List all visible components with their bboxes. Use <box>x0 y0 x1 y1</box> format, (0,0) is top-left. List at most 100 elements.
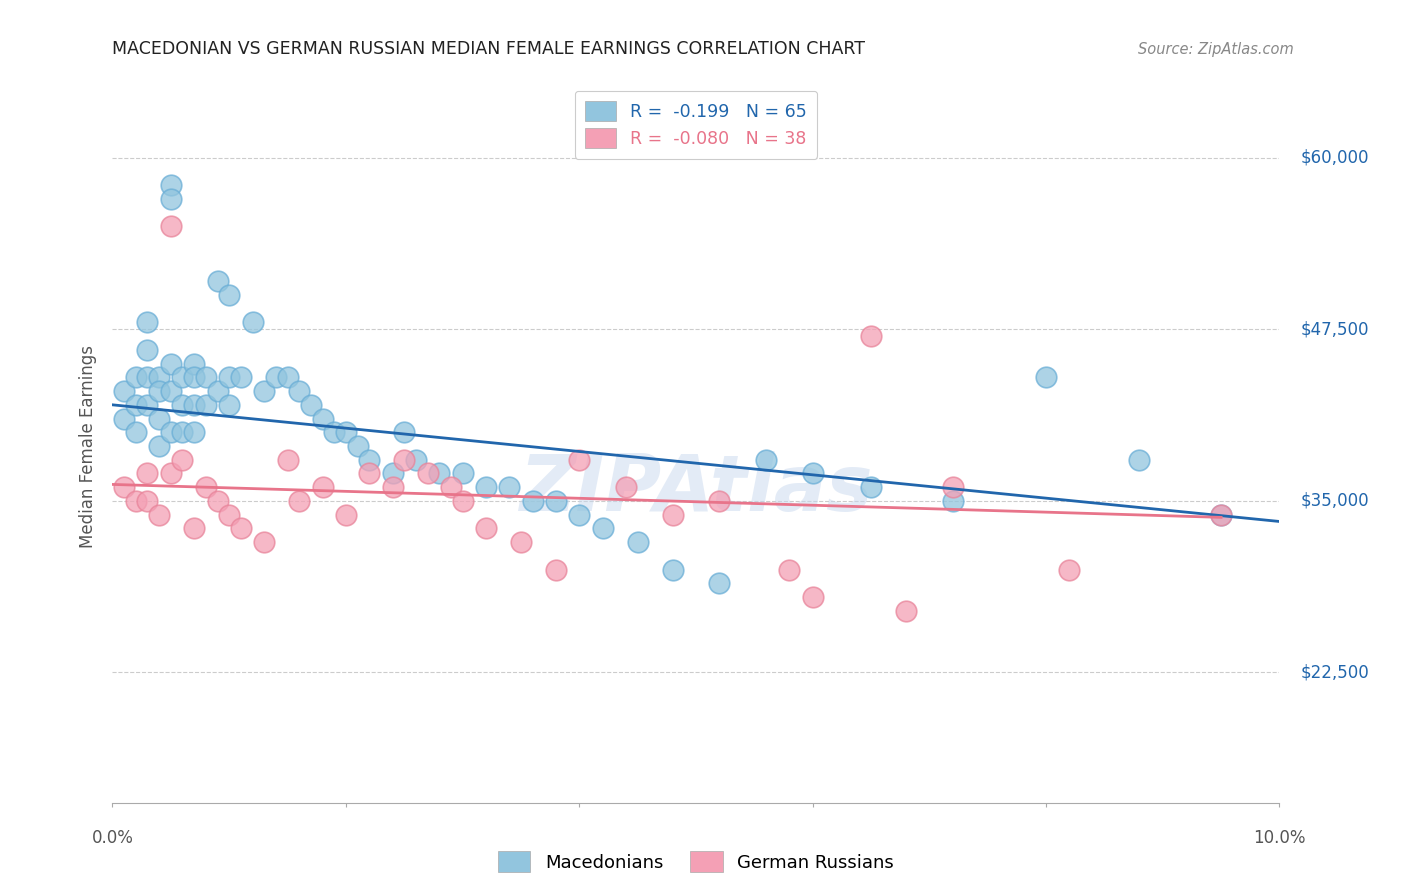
Point <box>859 329 883 343</box>
Point <box>136 398 159 412</box>
Point <box>148 411 170 425</box>
Point <box>509 535 531 549</box>
Point <box>160 357 183 371</box>
Point <box>183 398 205 412</box>
Point <box>475 521 498 535</box>
Text: $35,000: $35,000 <box>1301 491 1369 510</box>
Point <box>172 370 194 384</box>
Point <box>207 384 229 398</box>
Point <box>194 398 217 412</box>
Point <box>942 494 965 508</box>
Point <box>218 398 240 412</box>
Point <box>218 288 240 302</box>
Text: $47,500: $47,500 <box>1301 320 1369 338</box>
Point <box>207 494 229 508</box>
Point <box>172 425 194 440</box>
Point <box>183 357 205 371</box>
Point <box>148 370 170 384</box>
Point <box>1059 562 1081 576</box>
Text: $60,000: $60,000 <box>1301 149 1369 167</box>
Point <box>392 425 416 440</box>
Point <box>160 192 183 206</box>
Point <box>160 384 183 398</box>
Point <box>148 508 170 522</box>
Point <box>894 604 917 618</box>
Point <box>427 467 450 481</box>
Point <box>183 425 205 440</box>
Point <box>755 452 778 467</box>
Point <box>451 467 474 481</box>
Point <box>498 480 520 494</box>
Point <box>1128 452 1150 467</box>
Point <box>801 467 824 481</box>
Point <box>299 398 322 412</box>
Text: 0.0%: 0.0% <box>91 829 134 847</box>
Point <box>778 562 800 576</box>
Y-axis label: Median Female Earnings: Median Female Earnings <box>79 344 97 548</box>
Point <box>359 452 381 467</box>
Point <box>160 219 183 234</box>
Point <box>440 480 463 494</box>
Point <box>544 562 567 576</box>
Point <box>136 494 159 508</box>
Text: 10.0%: 10.0% <box>1253 829 1306 847</box>
Point <box>160 178 183 193</box>
Point <box>323 425 346 440</box>
Point <box>311 480 333 494</box>
Point <box>942 480 965 494</box>
Point <box>183 370 205 384</box>
Point <box>475 480 498 494</box>
Point <box>626 535 648 549</box>
Point <box>568 452 591 467</box>
Text: MACEDONIAN VS GERMAN RUSSIAN MEDIAN FEMALE EARNINGS CORRELATION CHART: MACEDONIAN VS GERMAN RUSSIAN MEDIAN FEMA… <box>112 39 866 57</box>
Point <box>661 508 683 522</box>
Point <box>335 508 357 522</box>
Text: Source: ZipAtlas.com: Source: ZipAtlas.com <box>1137 42 1294 56</box>
Point <box>276 370 298 384</box>
Point <box>218 370 240 384</box>
Point <box>614 480 637 494</box>
Point <box>359 467 381 481</box>
Point <box>544 494 567 508</box>
Point <box>207 274 229 288</box>
Point <box>194 480 217 494</box>
Point <box>405 452 427 467</box>
Point <box>136 370 159 384</box>
Point <box>1035 370 1057 384</box>
Point <box>148 439 170 453</box>
Point <box>346 439 368 453</box>
Point <box>125 370 148 384</box>
Point <box>218 508 240 522</box>
Point <box>1209 508 1232 522</box>
Point <box>194 370 217 384</box>
Point <box>242 316 264 330</box>
Point <box>381 467 404 481</box>
Point <box>801 590 824 604</box>
Point <box>1209 508 1232 522</box>
Point <box>229 521 252 535</box>
Point <box>112 411 135 425</box>
Point <box>288 494 311 508</box>
Point <box>288 384 311 398</box>
Point <box>125 398 148 412</box>
Point <box>253 535 276 549</box>
Point <box>276 452 298 467</box>
Text: $22,500: $22,500 <box>1301 664 1369 681</box>
Point <box>264 370 287 384</box>
Point <box>335 425 357 440</box>
Point <box>160 425 183 440</box>
Point <box>112 480 135 494</box>
Point <box>709 576 731 591</box>
Legend: Macedonians, German Russians: Macedonians, German Russians <box>491 844 901 880</box>
Point <box>592 521 614 535</box>
Point <box>112 384 135 398</box>
Point <box>392 452 416 467</box>
Point <box>311 411 333 425</box>
Point <box>522 494 544 508</box>
Point <box>148 384 170 398</box>
Point <box>859 480 883 494</box>
Point <box>183 521 205 535</box>
Point <box>160 467 183 481</box>
Point <box>172 398 194 412</box>
Point <box>661 562 683 576</box>
